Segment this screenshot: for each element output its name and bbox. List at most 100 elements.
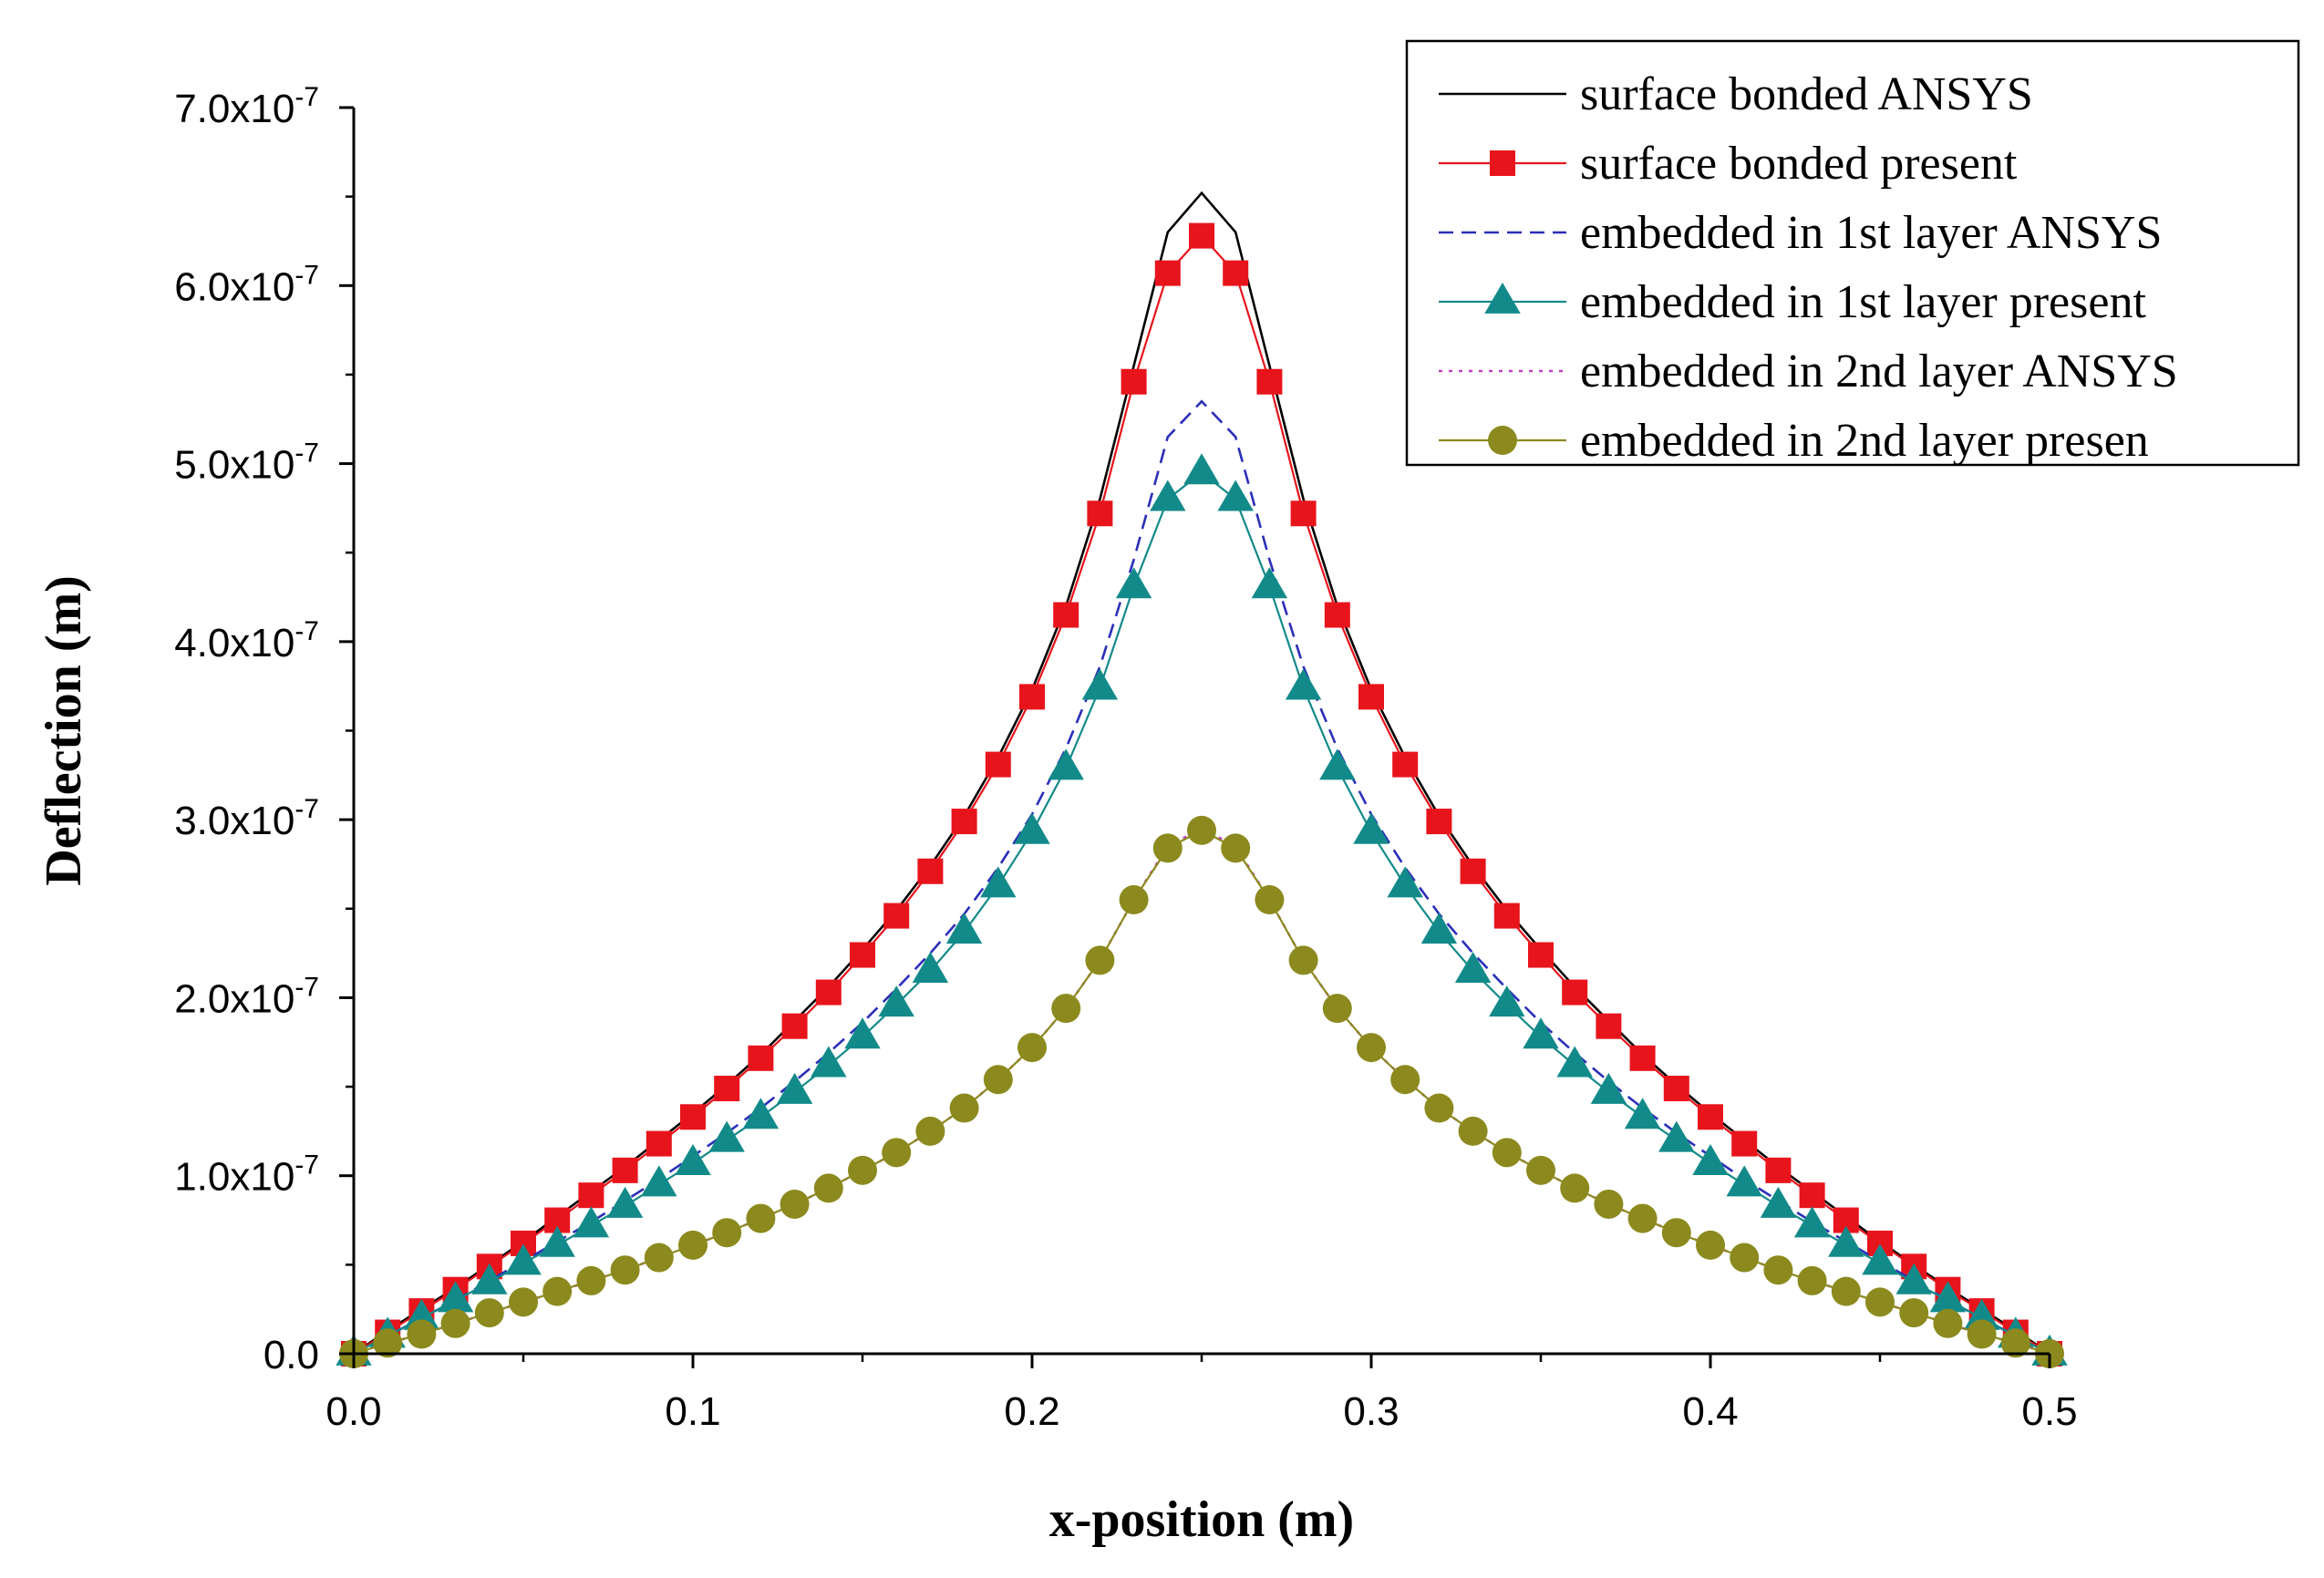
legend-entry-5: embedded in 2nd layer ANSYS xyxy=(1439,346,2178,397)
series-2-point xyxy=(815,979,842,1006)
series-4-point xyxy=(1726,1165,1762,1197)
series-6-point xyxy=(1696,1230,1725,1260)
series-2-point xyxy=(1324,602,1350,628)
y-tick-label: 1.0x10-7 xyxy=(174,1150,319,1200)
series-6-point xyxy=(712,1218,742,1248)
series-2-point xyxy=(1121,368,1147,395)
series-2-point xyxy=(714,1076,740,1102)
x-tick-label: 0.1 xyxy=(665,1389,720,1434)
series-4-point xyxy=(539,1225,575,1257)
series-2-point xyxy=(1698,1104,1723,1130)
legend-box xyxy=(1405,39,2300,467)
series-6-point xyxy=(1560,1173,1590,1203)
series-6-point xyxy=(1492,1138,1522,1168)
series-2-point xyxy=(917,858,944,884)
legend-label: embedded in 2nd layer presen xyxy=(1580,415,2149,467)
series-4-point xyxy=(1895,1263,1932,1294)
series-2-point xyxy=(1256,368,1283,395)
series-6-point xyxy=(882,1138,912,1168)
series-6-point xyxy=(1797,1265,1827,1295)
series-4-point xyxy=(1658,1120,1695,1152)
series-6-point xyxy=(678,1230,708,1260)
x-tick-label: 0.5 xyxy=(2021,1389,2077,1434)
series-4-point xyxy=(1387,866,1423,898)
series-6-point xyxy=(949,1093,979,1123)
series-6-point xyxy=(440,1308,470,1338)
series-2-point xyxy=(1426,809,1452,835)
series-4-point xyxy=(573,1206,610,1238)
y-tick-mantissa: 5.0x10 xyxy=(174,443,294,488)
series-6-point xyxy=(813,1173,843,1203)
x-tick-label: 0.0 xyxy=(325,1389,381,1434)
legend-swatch-marker xyxy=(1490,150,1515,176)
y-tick-label: 5.0x10-7 xyxy=(174,438,319,488)
series-6-point xyxy=(1221,833,1251,863)
series-3-line xyxy=(353,399,2050,1356)
series-6-point xyxy=(1255,885,1285,915)
series-2-point xyxy=(1290,500,1317,527)
series-2-point xyxy=(1460,858,1486,884)
series-4-point xyxy=(1081,668,1119,700)
y-tick-mantissa: 2.0x10 xyxy=(174,976,294,1021)
legend-entry-6: embedded in 2nd layer presen xyxy=(1439,415,2149,467)
series-6-point xyxy=(407,1319,437,1349)
y-tick-mantissa: 3.0x10 xyxy=(174,799,294,843)
series-4-point xyxy=(1150,480,1186,511)
series-6-point xyxy=(2000,1328,2030,1358)
series-4-point xyxy=(1692,1143,1729,1175)
legend-swatch-marker xyxy=(1488,426,1517,455)
series-6-point xyxy=(1357,1033,1386,1063)
series-layer xyxy=(336,191,2068,1368)
series-4-point xyxy=(844,1017,881,1049)
y-tick-exponent: -7 xyxy=(294,438,319,469)
series-4-point xyxy=(1048,748,1084,780)
series-6-point xyxy=(983,1065,1013,1095)
series-2-point xyxy=(850,942,875,968)
legend-entry-3: embedded in 1st layer ANSYS xyxy=(1439,207,2162,259)
y-tick-label: 6.0x10-7 xyxy=(174,260,319,309)
x-tick-label: 0.4 xyxy=(1682,1389,1738,1434)
series-4-point xyxy=(811,1046,847,1078)
series-6-point xyxy=(1526,1155,1555,1185)
legend-swatch-marker xyxy=(1484,282,1521,314)
series-6 xyxy=(339,815,2064,1368)
y-tick-mantissa: 0.0 xyxy=(263,1333,319,1377)
legend-label: embedded in 1st layer ANSYS xyxy=(1580,207,2162,259)
series-2-point xyxy=(1799,1182,1825,1209)
series-4-point xyxy=(1353,812,1389,844)
series-6-point xyxy=(1933,1308,1963,1338)
series-2-point xyxy=(1392,751,1419,778)
series-2-point xyxy=(1765,1157,1792,1183)
series-2-point xyxy=(1019,684,1045,710)
series-2-point xyxy=(680,1104,706,1130)
series-4-point xyxy=(878,985,914,1017)
series-6-point xyxy=(373,1328,403,1358)
series-6-point xyxy=(848,1155,877,1185)
y-tick-label: 0.0 xyxy=(263,1333,319,1377)
y-tick-label: 4.0x10-7 xyxy=(174,616,319,665)
series-4-point xyxy=(1624,1098,1661,1129)
series-2-point xyxy=(646,1130,672,1157)
legend-entry-2: surface bonded present xyxy=(1439,138,2018,190)
series-6-point xyxy=(1119,885,1149,915)
series-4-point xyxy=(1014,812,1050,844)
series-2-point xyxy=(1358,684,1384,710)
series-4-point xyxy=(1454,952,1492,984)
series-2-point xyxy=(1053,602,1079,628)
series-6-point xyxy=(1865,1287,1895,1317)
series-4-point xyxy=(1793,1206,1831,1238)
x-tick-label: 0.3 xyxy=(1343,1389,1399,1434)
y-tick-mantissa: 6.0x10 xyxy=(174,264,294,309)
series-4-point xyxy=(1251,567,1288,599)
series-6-point xyxy=(576,1265,606,1295)
series-6-point xyxy=(1390,1065,1420,1095)
series-4-point xyxy=(1319,748,1356,780)
series-6-point xyxy=(509,1287,538,1317)
series-6-point xyxy=(746,1203,776,1233)
y-tick-exponent: -7 xyxy=(294,616,319,646)
legend-label: surface bonded present xyxy=(1580,138,2018,190)
series-2-point xyxy=(883,902,910,929)
series-2-point xyxy=(1087,500,1113,527)
series-2-point xyxy=(985,751,1011,778)
